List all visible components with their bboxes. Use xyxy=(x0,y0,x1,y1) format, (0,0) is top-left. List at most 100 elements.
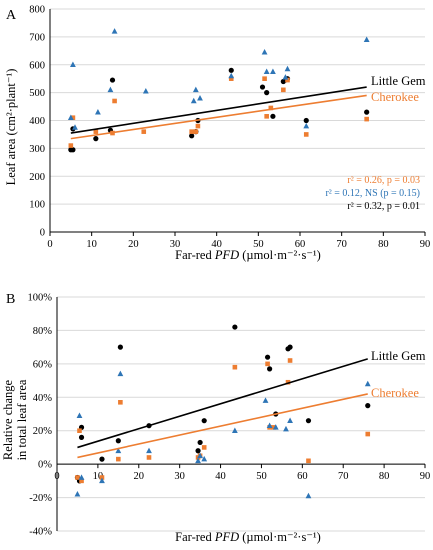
x-tick-label: 40 xyxy=(211,239,222,250)
blue-point xyxy=(201,455,208,462)
little-gem-point xyxy=(201,418,207,424)
blue-point xyxy=(282,74,289,80)
little-gem-point xyxy=(365,403,371,409)
y-tick-label: 0% xyxy=(38,460,52,471)
blue-point xyxy=(74,491,81,497)
blue-point xyxy=(70,61,76,68)
blue-point xyxy=(197,452,204,459)
panel-a-stat-cherokee: r² = 0.26, p = 0.03 xyxy=(347,175,420,186)
y-tick-label: 40% xyxy=(33,393,53,404)
panel-a-x-axis-label: Far-red PFD (µmol·m⁻²·s⁻¹) xyxy=(175,248,321,262)
cherokee-point xyxy=(303,132,309,137)
panel-a-axes xyxy=(49,9,426,236)
y-tick-label: 400 xyxy=(29,116,45,127)
x-tick-label: 20 xyxy=(128,239,139,250)
cherokee-point xyxy=(77,428,82,434)
blue-point xyxy=(107,86,114,93)
y-tick-label: 0 xyxy=(40,228,45,239)
cherokee-point xyxy=(271,425,277,430)
blue-point xyxy=(95,108,101,115)
cherokee-point xyxy=(262,76,267,81)
panel-b-label: B xyxy=(6,292,15,307)
y-tick-label: 60% xyxy=(33,359,53,370)
little-gem-point xyxy=(264,90,270,96)
cherokee-trendline xyxy=(70,94,367,140)
little-gem-point xyxy=(264,354,271,360)
x-tick-label: 50 xyxy=(253,239,264,250)
cherokee-point xyxy=(306,458,311,464)
panel-b-trendlines xyxy=(77,358,368,459)
panel-a-legend-cherokee: Cherokee xyxy=(371,90,419,104)
panel-b-legend-cherokee: Cherokee xyxy=(371,386,419,400)
panel-a-trendlines xyxy=(70,86,367,140)
x-tick-label: 60 xyxy=(297,471,308,482)
x-tick-label: 10 xyxy=(93,471,104,482)
x-tick-label: 90 xyxy=(420,471,431,482)
y-tick-label: 100 xyxy=(29,200,45,211)
panel-b-data-points xyxy=(74,324,371,499)
panel-a-x-tick-labels: 0 10 20 30 40 50 60 70 80 90 xyxy=(47,239,430,250)
blue-point xyxy=(228,72,235,79)
blue-point xyxy=(67,114,74,121)
cherokee-point xyxy=(116,456,121,462)
y-tick-label: 600 xyxy=(29,60,45,71)
panel-b-axes xyxy=(56,297,426,531)
panel-b-x-tick-labels: 0 10 20 30 40 50 60 70 80 90 xyxy=(54,471,430,482)
little-gem-point xyxy=(267,366,273,372)
y-tick-label: 20% xyxy=(33,426,53,437)
blue-point xyxy=(146,447,152,454)
cherokee-point xyxy=(118,400,123,405)
cherokee-point xyxy=(68,143,74,148)
panel-b-y-axis-label-line1: Relative change xyxy=(1,379,15,460)
cherokee-point xyxy=(228,76,234,81)
blue-point xyxy=(195,457,201,464)
little-gem-point xyxy=(115,438,121,444)
little-gem-point xyxy=(305,418,312,424)
blue-point xyxy=(231,427,238,434)
y-tick-label: -20% xyxy=(29,493,52,504)
blue-point xyxy=(197,95,203,101)
blue-point xyxy=(78,474,85,480)
x-tick-label: 30 xyxy=(170,239,181,250)
cherokee-point xyxy=(93,129,99,134)
x-tick-label: 80 xyxy=(378,239,389,250)
blue-point xyxy=(117,370,124,377)
panel-a-chart: A 0 100 200 300 400 500 600 700 800 0 10 20 30 40 50 6… xyxy=(4,5,430,263)
little-gem-point xyxy=(99,456,105,462)
cherokee-point xyxy=(285,379,291,385)
panel-a-label: A xyxy=(6,8,17,23)
panel-a-y-tick-labels: 0 100 200 300 400 500 600 700 800 xyxy=(29,5,45,239)
panel-a-stat-little-gem: r² = 0.32, p = 0.01 xyxy=(347,201,420,212)
cherokee-point xyxy=(141,129,147,134)
x-tick-label: 70 xyxy=(336,239,347,250)
cherokee-point xyxy=(189,129,194,134)
cherokee-point xyxy=(364,116,369,122)
little-gem-point xyxy=(78,434,85,440)
blue-point xyxy=(263,68,270,75)
blue-point xyxy=(115,447,122,454)
blue-point xyxy=(190,97,197,104)
x-tick-label: 30 xyxy=(174,471,185,482)
little-gem-point xyxy=(270,113,276,119)
blue-point xyxy=(72,124,78,130)
blue-point xyxy=(363,36,370,42)
cherokee-trendline xyxy=(77,393,368,459)
cherokee-point xyxy=(365,431,371,437)
panel-a-legend-little-gem: Little Gem xyxy=(371,74,426,88)
cherokee-point xyxy=(195,123,201,129)
little-gem-point xyxy=(117,344,123,350)
blue-point xyxy=(270,68,276,75)
panel-b-x-axis-label: Far-red PFD (µmol·m⁻²·s⁻¹) xyxy=(175,530,321,544)
cherokee-point xyxy=(285,77,290,83)
y-tick-label: 700 xyxy=(29,32,45,43)
x-tick-label: 90 xyxy=(420,239,431,250)
y-tick-label: 300 xyxy=(29,144,45,155)
y-tick-label: 80% xyxy=(33,326,53,337)
x-tick-label: 20 xyxy=(134,471,145,482)
little-gem-point xyxy=(189,133,195,139)
little-gem-point xyxy=(228,67,234,73)
blue-point xyxy=(283,425,289,432)
cherokee-point xyxy=(281,87,286,93)
little-gem-point xyxy=(109,77,116,83)
